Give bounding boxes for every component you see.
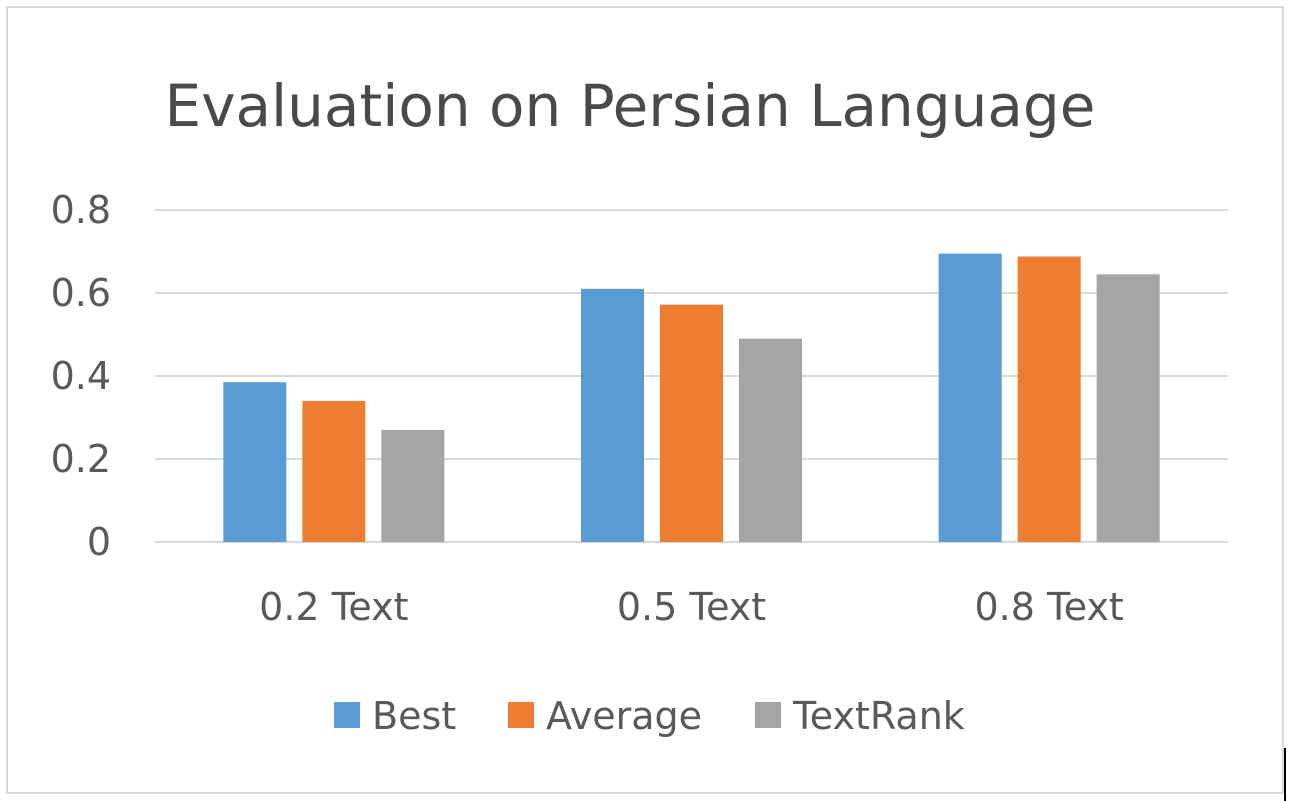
bar-textrank-2 [739,338,802,542]
category-label: 0.5 Text [617,585,766,629]
bars [223,253,1160,542]
bar-average-1 [302,400,366,542]
bar-textrank-3 [1096,274,1160,542]
chart-title: Evaluation on Persian Language [165,72,1096,140]
legend-label-best: Best [372,694,456,738]
bar-textrank-1 [381,429,445,542]
bar-best-2 [581,288,644,542]
category-label: 0.8 Text [974,585,1123,629]
bar-best-3 [938,253,1002,542]
category-label: 0.2 Text [259,585,408,629]
bar-average-3 [1017,256,1081,542]
y-tick-label: 0 [87,520,111,564]
y-axis-tick-labels: 0 0.2 0.4 0.6 0.8 [51,188,111,564]
frame-corner-edge [1284,748,1286,801]
legend-swatch-best [334,702,360,728]
legend-label-average: Average [546,694,702,738]
y-tick-label: 0.4 [51,354,111,398]
bar-average-2 [660,304,723,542]
legend-label-textrank: TextRank [792,694,965,738]
legend-swatch-average [508,702,534,728]
bar-best-1 [223,382,287,542]
y-tick-label: 0.8 [51,188,111,232]
legend: Best Average TextRank [334,694,965,738]
x-axis-category-labels: 0.2 Text 0.5 Text 0.8 Text [259,585,1124,629]
y-tick-label: 0.6 [51,271,111,315]
y-tick-label: 0.2 [51,437,111,481]
legend-swatch-textrank [755,702,781,728]
